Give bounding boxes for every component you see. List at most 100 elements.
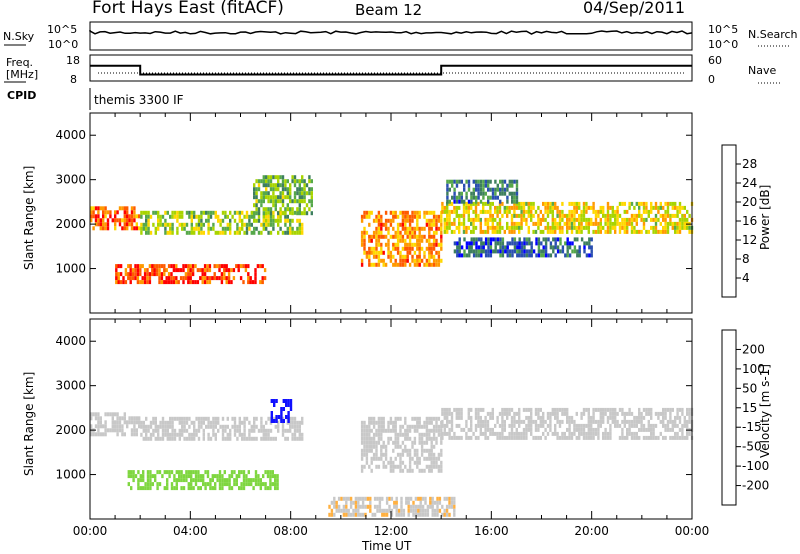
power-cell [399,222,402,227]
power-cell [248,222,251,227]
power-cell [498,221,502,226]
power-cell [482,183,485,188]
velocity-cell [437,424,441,429]
power-cell [92,226,95,231]
power-cell [250,230,253,235]
velocity-cell [178,470,181,475]
velocity-cell [558,407,562,412]
velocity-cell [204,486,207,491]
velocity-cell [506,411,509,416]
velocity-cell [389,416,393,421]
power-cell [638,209,641,214]
power-cell [580,225,583,230]
power-cell [609,213,612,218]
nsky-tick-low: 10^0 [48,38,79,51]
velocity-cell [430,448,433,453]
velocity-cell [479,431,482,436]
velocity-cell [183,436,186,441]
power-cell [178,222,181,227]
power-cell [396,226,400,231]
velocity-cell [190,420,193,425]
power-cell [389,254,393,259]
power-cell [166,230,169,235]
velocity-cell [190,470,193,475]
power-cell [511,191,514,196]
velocity-cell [419,504,422,509]
power-cell [182,268,185,273]
power-cell [573,201,576,206]
power-cell [308,199,311,204]
velocity-cell [518,407,521,412]
power-cell [250,214,253,219]
power-cell [148,264,152,269]
velocity-cell [474,423,478,428]
power-cell [487,249,490,254]
power-cell [458,191,461,196]
velocity-cell [510,419,514,424]
power-cell [253,226,256,231]
power-cell [458,205,461,210]
power-cell [159,214,162,219]
power-cell [394,230,397,235]
velocity-cell [609,415,612,420]
velocity-cell [383,508,386,513]
power-cell [254,280,257,285]
power-cell [575,201,578,206]
velocity-cell [345,500,348,505]
power-cell [542,201,545,206]
power-cell [225,276,228,281]
velocity-cell [111,412,114,417]
velocity-cell [289,424,292,429]
power-cell [411,226,414,231]
velocity-cell [377,416,381,421]
power-cell [279,175,282,180]
velocity-cell [534,419,538,424]
power-cell [416,262,419,267]
power-cell [171,230,174,235]
power-cell [458,199,461,204]
velocity-cell [349,504,353,509]
power-cell [277,218,280,223]
velocity-cell [363,428,366,433]
power-cell [408,230,412,235]
power-cell [169,226,172,231]
velocity-cell [159,424,162,429]
velocity-cell [163,470,166,475]
power-cell [153,264,156,269]
power-cell [181,226,184,231]
power-cell [145,214,148,219]
power-cell [573,245,577,250]
power-cell [241,226,244,231]
power-cell [272,210,275,215]
power-cell [522,201,526,206]
velocity-cell [214,474,217,479]
velocity-cell [231,416,234,421]
power-cell [281,183,285,188]
power-cell [554,205,557,210]
power-cell [546,213,550,218]
velocity-cell [405,496,408,501]
power-region [446,179,519,204]
power-cell [455,205,458,210]
power-cell [269,179,273,184]
velocity-cell [166,420,169,425]
velocity-cell [645,435,648,440]
velocity-cell [628,407,631,412]
velocity-cell [377,424,381,429]
power-cell [396,222,400,227]
power-cell [171,226,174,231]
power-cell [117,264,120,269]
power-cell [470,199,473,204]
power-cell [664,221,667,226]
velocity-cell [537,427,540,432]
velocity-cell [404,428,407,433]
power-cell [623,221,626,226]
power-cell [513,229,516,234]
velocity-cell [580,423,583,428]
power-cell [165,276,168,281]
velocity-cell [267,416,270,421]
velocity-cell [474,415,478,420]
velocity-cell [194,470,198,475]
velocity-cell [568,427,571,432]
velocity-cell [570,435,574,440]
